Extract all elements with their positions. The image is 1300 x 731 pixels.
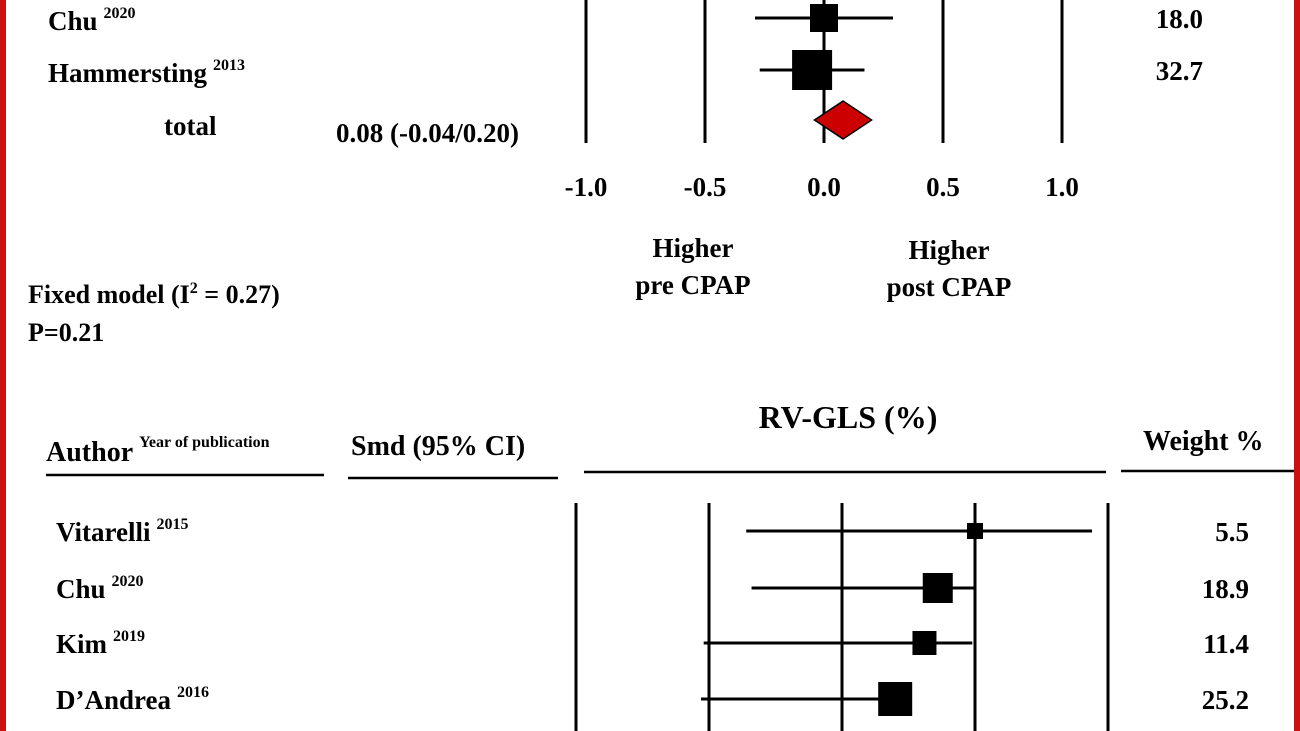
x-tick-label: -0.5 [684, 172, 727, 202]
top-study-rows: Chu 2020 18.0 Hammersting 2013 32.7 [48, 4, 1203, 90]
x-tick-label: 0.5 [926, 172, 960, 202]
top-x-axis-ticks: -1.0 -0.5 0.0 0.5 1.0 [565, 172, 1079, 202]
x-tick-label: 1.0 [1045, 172, 1079, 202]
direction-right-line1: Higher [909, 235, 990, 265]
bottom-study-row: Vitarelli 2015 5.5 [56, 516, 1249, 547]
header-author: Author Year of publication [46, 434, 270, 468]
study-weight: 32.7 [1156, 56, 1203, 86]
model-label: Fixed model (I2 = 0.27) [28, 280, 280, 309]
study-weight: 25.2 [1202, 685, 1249, 715]
study-year: 2020 [104, 5, 136, 22]
effect-marker [922, 573, 953, 603]
bottom-study-rows: Vitarelli 2015 5.5 Chu 2020 18.9 Kim 2019 11.4 D’… [56, 516, 1249, 716]
effect-marker [878, 682, 913, 716]
effect-marker [792, 50, 833, 90]
study-author: Chu 2020 [56, 573, 144, 604]
x-tick-label: 0.0 [807, 172, 841, 202]
bottom-study-row: Kim 2019 11.4 [56, 628, 1249, 659]
direction-left-line1: Higher [653, 233, 734, 263]
top-total-diamond [813, 100, 873, 140]
study-year: 2016 [177, 684, 209, 701]
study-year: 2013 [213, 57, 245, 74]
bottom-reference-lines [574, 503, 1110, 731]
study-weight: 18.0 [1156, 4, 1203, 34]
header-weight: Weight % [1143, 426, 1264, 457]
direction-left-line2: pre CPAP [635, 270, 750, 300]
direction-right-line2: post CPAP [887, 272, 1012, 302]
bottom-chart-title: RV-GLS (%) [759, 399, 938, 435]
bottom-study-row: Chu 2020 18.9 [56, 573, 1249, 604]
study-year: 2015 [156, 516, 188, 533]
top-total-ci: 0.08 (-0.04/0.20) [336, 118, 519, 148]
top-forest-panel: Chu 2020 18.0 Hammersting 2013 32.7 total 0.0… [28, 0, 1203, 347]
study-author: Hammersting 2013 [48, 57, 245, 88]
study-author: Vitarelli 2015 [56, 516, 188, 547]
study-author: Chu 2020 [48, 5, 136, 36]
study-weight: 18.9 [1202, 574, 1249, 604]
study-author: D’Andrea 2016 [56, 684, 209, 715]
study-year: 2019 [113, 628, 145, 645]
top-total-label: total [164, 111, 217, 141]
forest-plot-figure: Chu 2020 18.0 Hammersting 2013 32.7 total 0.0… [28, 0, 1294, 731]
study-weight: 11.4 [1203, 629, 1249, 659]
study-year: 2020 [112, 573, 144, 590]
p-value: P=0.21 [28, 318, 104, 347]
effect-marker [810, 4, 838, 32]
bottom-forest-panel: RV-GLS (%) Author Year of publication Smd… [46, 399, 1294, 731]
effect-marker [967, 523, 983, 539]
study-author: Kim 2019 [56, 628, 145, 659]
study-weight: 5.5 [1215, 517, 1249, 547]
bottom-study-row: D’Andrea 2016 25.2 [56, 682, 1249, 716]
header-smd: Smd (95% CI) [351, 431, 525, 462]
top-study-row: Hammersting 2013 32.7 [48, 50, 1203, 90]
effect-marker [912, 631, 937, 655]
top-study-row: Chu 2020 18.0 [48, 4, 1203, 36]
x-tick-label: -1.0 [565, 172, 608, 202]
